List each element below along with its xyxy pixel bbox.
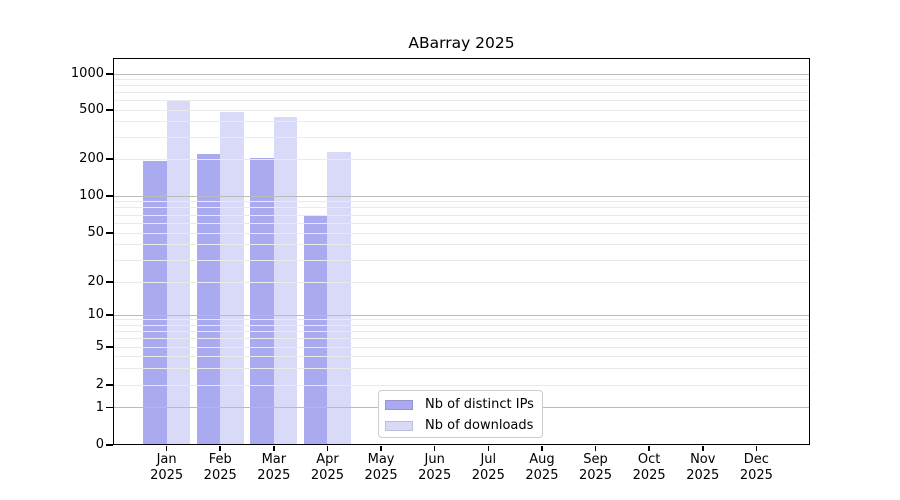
- y-tick-mark: [106, 444, 113, 446]
- x-tick-label: Mar 2025: [257, 452, 291, 483]
- downloads-swatch: [385, 420, 413, 431]
- y-tick-mark: [106, 73, 113, 75]
- bar-distinct-ips: [196, 153, 221, 445]
- minor-gridline: [114, 158, 809, 160]
- bar-distinct-ips: [250, 157, 274, 445]
- y-tick-mark: [106, 232, 113, 234]
- x-tick-label: Aug 2025: [525, 452, 559, 483]
- major-gridline: [114, 73, 809, 75]
- minor-gridline: [114, 281, 809, 283]
- x-tick-mark: [648, 446, 650, 451]
- major-gridline: [114, 314, 809, 316]
- x-tick-mark: [541, 446, 543, 451]
- minor-gridline: [114, 214, 809, 216]
- major-gridline: [114, 195, 809, 197]
- bar-distinct-ips: [143, 161, 167, 445]
- minor-gridline: [114, 355, 809, 357]
- x-tick-mark: [594, 446, 597, 451]
- x-tick-mark: [326, 446, 329, 451]
- y-tick-mark: [106, 346, 113, 348]
- bar-distinct-ips: [303, 215, 328, 445]
- minor-gridline: [114, 85, 809, 87]
- x-tick-label: Apr 2025: [310, 452, 344, 483]
- y-tick-label: 5: [95, 339, 104, 354]
- y-tick-label: 50: [87, 225, 104, 240]
- chart-title: ABarray 2025: [408, 34, 515, 52]
- minor-gridline: [114, 78, 809, 80]
- minor-gridline: [114, 367, 809, 369]
- minor-gridline: [114, 319, 809, 321]
- x-tick-label: Jun 2025: [418, 452, 452, 483]
- x-tick-label: Nov 2025: [686, 452, 720, 483]
- x-tick-label: Oct 2025: [632, 452, 666, 483]
- minor-gridline: [114, 346, 809, 348]
- x-tick-label: May 2025: [364, 452, 398, 483]
- minor-gridline: [114, 201, 809, 203]
- x-tick-mark: [433, 446, 436, 451]
- legend-item: Nb of downloads: [385, 415, 542, 436]
- y-tick-label: 1: [95, 399, 104, 415]
- y-tick-label: 200: [79, 151, 104, 166]
- bar-downloads: [220, 111, 244, 445]
- legend: Nb of distinct IPs Nb of downloads: [378, 390, 543, 438]
- minor-gridline: [114, 92, 809, 94]
- x-tick-label: Jul 2025: [471, 452, 505, 483]
- y-tick-label: 100: [79, 188, 104, 203]
- x-tick-mark: [380, 446, 382, 451]
- minor-gridline: [114, 121, 809, 123]
- bar-downloads: [166, 100, 191, 445]
- minor-gridline: [114, 109, 809, 111]
- legend-label: Nb of downloads: [425, 418, 534, 433]
- y-tick-mark: [106, 195, 113, 197]
- minor-gridline: [114, 207, 809, 209]
- minor-gridline: [114, 100, 809, 102]
- minor-gridline: [114, 232, 809, 234]
- x-tick-label: Dec 2025: [739, 452, 773, 483]
- y-tick-label: 1000: [70, 66, 104, 81]
- y-tick-mark: [106, 406, 113, 409]
- y-tick-mark: [106, 158, 113, 160]
- minor-gridline: [114, 136, 809, 138]
- minor-gridline: [114, 244, 809, 246]
- y-tick-mark: [106, 314, 113, 316]
- x-tick-label: Jan 2025: [150, 452, 184, 483]
- y-tick-label: 500: [79, 102, 104, 117]
- y-tick-mark: [106, 109, 113, 111]
- x-tick-mark: [755, 446, 758, 451]
- x-tick-label: Sep 2025: [578, 452, 613, 483]
- y-tick-label: 0: [95, 437, 104, 452]
- minor-gridline: [114, 384, 809, 386]
- minor-gridline: [114, 330, 809, 332]
- distinct-ips-swatch: [385, 399, 413, 410]
- minor-gridline: [114, 338, 809, 340]
- x-tick-mark: [273, 446, 275, 451]
- bar-downloads: [327, 151, 351, 445]
- minor-gridline: [114, 324, 809, 326]
- y-tick-mark: [106, 281, 113, 283]
- x-tick-mark: [165, 446, 168, 451]
- minor-gridline: [114, 222, 809, 224]
- bar-downloads: [273, 116, 298, 445]
- legend-label: Nb of distinct IPs: [425, 397, 534, 412]
- x-tick-label: Feb 2025: [203, 452, 237, 483]
- legend-item: Nb of distinct IPs: [385, 394, 542, 415]
- y-tick-label: 2: [95, 377, 104, 392]
- y-tick-label: 10: [87, 307, 104, 322]
- y-tick-mark: [106, 384, 113, 386]
- x-tick-mark: [219, 446, 221, 451]
- minor-gridline: [114, 259, 809, 261]
- x-tick-mark: [487, 446, 490, 451]
- y-tick-label: 20: [87, 274, 104, 289]
- x-tick-mark: [702, 446, 704, 451]
